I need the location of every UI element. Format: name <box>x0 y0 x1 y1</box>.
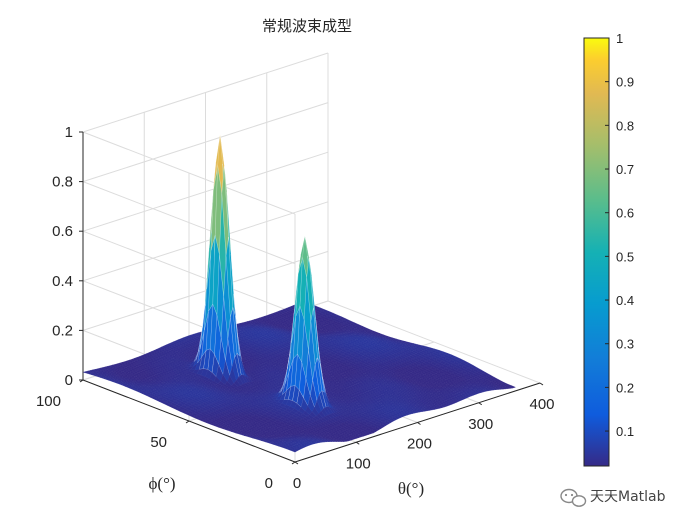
x-tick-mark <box>355 441 360 445</box>
grid-line <box>82 201 329 282</box>
x-tick-label: 0 <box>293 475 301 492</box>
grid-line <box>82 181 296 265</box>
colorbar-tick-label: 0.4 <box>616 293 634 308</box>
watermark: 天天Matlab <box>560 488 666 507</box>
x-tick-label: 300 <box>468 416 493 433</box>
colorbar-tick-label: 0.3 <box>616 337 634 352</box>
z-tick-label: 0.8 <box>52 174 73 191</box>
x-tick-label: 100 <box>346 455 371 472</box>
z-tick-label: 0.4 <box>52 273 73 290</box>
x-tick-mark <box>539 382 544 386</box>
grid-line <box>82 250 329 331</box>
y-tick-mark <box>185 420 190 424</box>
y-tick-label: 50 <box>150 434 167 451</box>
wechat-icon <box>560 488 587 507</box>
y-tick-label: 100 <box>36 393 61 410</box>
colorbar-tick-label: 0.8 <box>616 118 634 133</box>
y-tick-label: 0 <box>265 475 273 492</box>
chart-title: 常规波束成型 <box>262 17 352 35</box>
colorbar-tick-label: 0.1 <box>616 424 634 439</box>
y-axis-label: ϕ(°) <box>148 474 175 493</box>
colorbar-tick-label: 0.9 <box>616 75 634 90</box>
colorbar-tick-label: 0.2 <box>616 380 634 395</box>
colorbar: 0.1 0.2 0.3 0.4 0.5 0.6 0.7 0.8 0.9 1 <box>583 31 634 467</box>
x-tick-mark <box>417 422 421 425</box>
z-tick-label: 0.2 <box>52 322 73 339</box>
colorbar-tick-label: 1 <box>616 31 623 46</box>
watermark-text: 天天Matlab <box>590 489 666 505</box>
y-tick-mark <box>291 461 296 465</box>
surface-mesh <box>82 134 516 453</box>
grid-line <box>82 102 329 183</box>
colorbar-gradient <box>583 37 610 467</box>
x-tick-label: 400 <box>529 396 554 413</box>
colorbar-tick-label: 0.7 <box>616 162 634 177</box>
x-tick-label: 200 <box>407 436 432 453</box>
colorbar-tick-label: 0.6 <box>616 206 634 221</box>
x-axis-label: θ(°) <box>398 479 424 498</box>
grid-line <box>82 131 296 215</box>
grid-line <box>82 151 329 232</box>
colorbar-tick-label: 0.5 <box>616 249 634 264</box>
x-tick-mark <box>294 461 299 465</box>
grid-line <box>82 52 329 133</box>
z-tick-label: 0.6 <box>52 223 73 240</box>
z-tick-label: 1 <box>65 124 73 141</box>
grid-line <box>82 230 296 314</box>
x-tick-mark <box>478 402 483 406</box>
z-tick-label: 0 <box>65 372 73 389</box>
